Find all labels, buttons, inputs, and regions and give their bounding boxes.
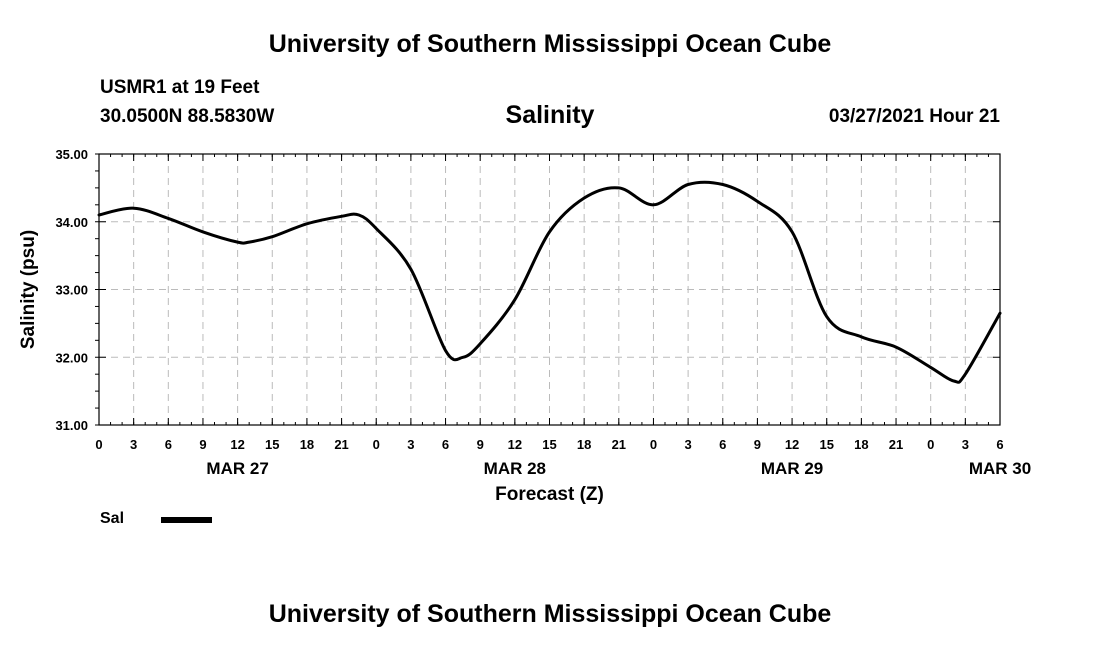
x-tick-label: 0 bbox=[650, 437, 657, 452]
y-tick-label: 33.00 bbox=[55, 283, 88, 298]
chart-title: Salinity bbox=[0, 101, 1100, 130]
x-tick-label: 6 bbox=[165, 437, 172, 452]
y-tick-label: 34.00 bbox=[55, 215, 88, 230]
x-tick-label: 0 bbox=[927, 437, 934, 452]
x-tick-label: 12 bbox=[230, 437, 244, 452]
x-tick-label: 6 bbox=[719, 437, 726, 452]
x-tick-label: 15 bbox=[542, 437, 556, 452]
x-tick-label: 21 bbox=[889, 437, 903, 452]
station-coordinates: 30.0500N 88.5830W bbox=[100, 106, 275, 127]
chart-title-text: Salinity bbox=[505, 101, 595, 129]
x-tick-label: 18 bbox=[854, 437, 868, 452]
x-tick-label: 15 bbox=[265, 437, 279, 452]
station-label: USMR1 at 19 Feet bbox=[100, 77, 260, 98]
x-tick-label: 21 bbox=[334, 437, 348, 452]
x-tick-label: 6 bbox=[996, 437, 1003, 452]
date-label: MAR 27 bbox=[206, 459, 268, 478]
x-tick-label: 18 bbox=[300, 437, 314, 452]
y-tick-label: 35.00 bbox=[55, 147, 88, 162]
x-tick-label: 12 bbox=[508, 437, 522, 452]
x-tick-label: 3 bbox=[684, 437, 691, 452]
x-tick-label: 21 bbox=[612, 437, 626, 452]
plot-frame bbox=[98, 153, 1001, 426]
legend-label: Sal bbox=[100, 510, 125, 527]
x-tick-label: 12 bbox=[785, 437, 799, 452]
y-axis-title: Salinity (psu) bbox=[18, 230, 39, 349]
x-tick-label: 18 bbox=[577, 437, 591, 452]
y-tick-label: 31.00 bbox=[55, 418, 88, 433]
x-tick-label: 9 bbox=[477, 437, 484, 452]
page-title-bottom: University of Southern Mississippi Ocean… bbox=[268, 600, 832, 628]
date-label: MAR 28 bbox=[484, 459, 546, 478]
x-tick-label: 3 bbox=[962, 437, 969, 452]
legend-line-swatch bbox=[161, 517, 212, 523]
page-title-top: University of Southern Mississippi Ocean… bbox=[268, 30, 832, 58]
x-axis-title: Forecast (Z) bbox=[495, 484, 604, 505]
x-tick-label: 9 bbox=[199, 437, 206, 452]
x-tick-label: 9 bbox=[754, 437, 761, 452]
x-tick-label: 6 bbox=[442, 437, 449, 452]
date-label: MAR 29 bbox=[761, 459, 823, 478]
forecast-datetime: 03/27/2021 Hour 21 bbox=[828, 106, 1000, 127]
x-tick-label: 3 bbox=[130, 437, 137, 452]
x-tick-label: 3 bbox=[407, 437, 414, 452]
series-line-sal bbox=[97, 180, 1002, 384]
x-tick-label: 15 bbox=[819, 437, 833, 452]
y-tick-label: 32.00 bbox=[55, 350, 88, 365]
x-tick-label: 0 bbox=[95, 437, 102, 452]
x-tick-label: 0 bbox=[373, 437, 380, 452]
date-label: MAR 30 bbox=[969, 459, 1031, 478]
